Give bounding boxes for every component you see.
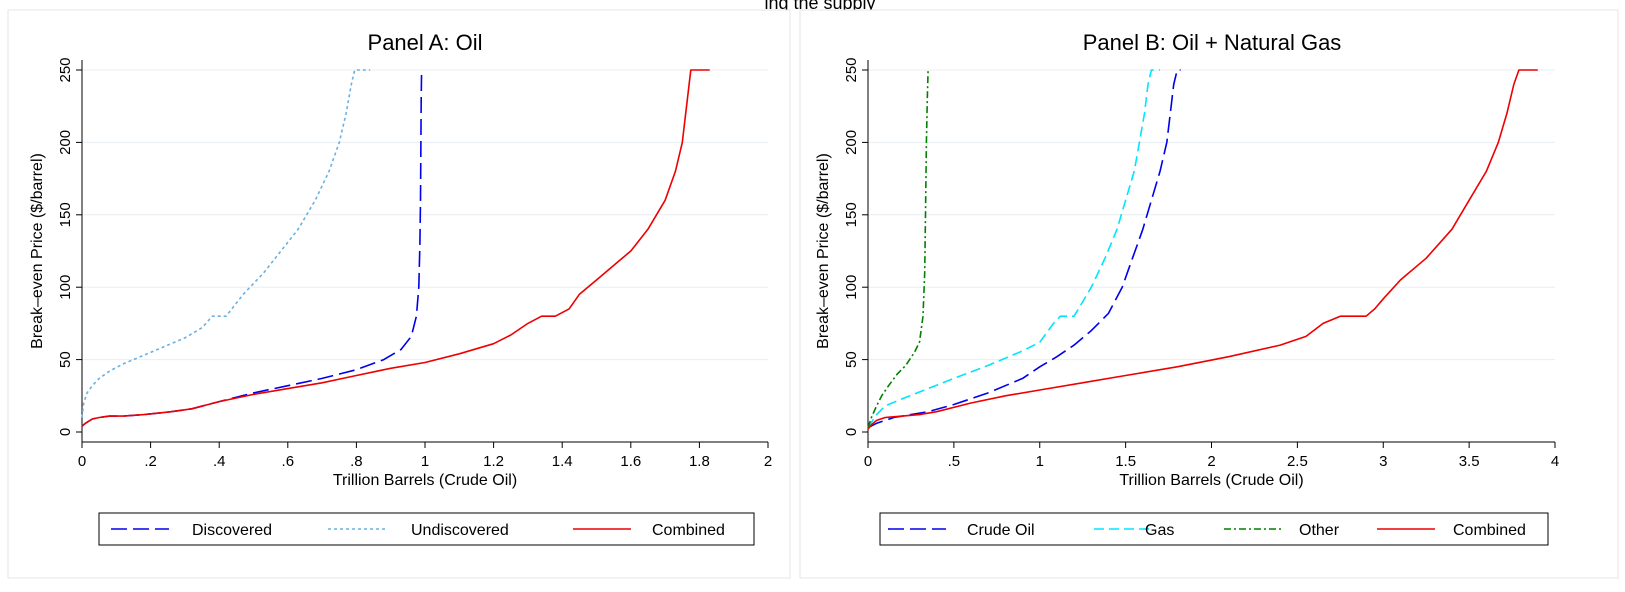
legend-label: Gas xyxy=(1145,522,1174,539)
x-tick-label: .5 xyxy=(948,453,961,470)
y-tick-label: 200 xyxy=(843,130,860,155)
y-tick-label: 0 xyxy=(57,428,74,436)
x-tick-label: 0 xyxy=(864,453,872,470)
x-tick-label: .4 xyxy=(213,453,226,470)
x-axis-title: Trillion Barrels (Crude Oil) xyxy=(333,472,517,489)
x-tick-label: 1.4 xyxy=(552,453,573,470)
x-tick-label: 4 xyxy=(1551,453,1559,470)
x-axis-title: Trillion Barrels (Crude Oil) xyxy=(1119,472,1303,489)
x-tick-label: 3 xyxy=(1379,453,1387,470)
y-tick-label: 250 xyxy=(57,57,74,82)
x-tick-label: .2 xyxy=(144,453,157,470)
y-tick-label: 0 xyxy=(843,428,860,436)
x-tick-label: 1.2 xyxy=(483,453,504,470)
x-tick-label: 1.5 xyxy=(1115,453,1136,470)
x-tick-label: 1.8 xyxy=(689,453,710,470)
legend-label: Other xyxy=(1299,522,1340,539)
legend-label: Combined xyxy=(652,522,725,539)
panel-b: Panel B: Oil + Natural Gas 0 50 100 150 200 25… xyxy=(815,30,1559,546)
series-line-undiscovered xyxy=(81,69,371,418)
x-tick-label: 1 xyxy=(1036,453,1044,470)
panel-b-frame xyxy=(799,9,1619,579)
legend-box xyxy=(98,512,755,546)
legend-label: Undiscovered xyxy=(411,522,509,539)
series-line-crude-oil xyxy=(867,69,1181,429)
series-line-combined xyxy=(81,69,710,427)
series-line-other xyxy=(867,69,929,428)
panel-a: Panel A: Oil 0 50 100 150 200 250 0 .2 .4 .6 .8 1 1.2… xyxy=(29,30,772,546)
chart-title: Panel B: Oil + Natural Gas xyxy=(1083,30,1342,55)
y-tick-label: 100 xyxy=(843,275,860,300)
panel-a-frame xyxy=(7,9,791,579)
legend-label: Discovered xyxy=(192,522,272,539)
x-tick-label: 2 xyxy=(764,453,772,470)
x-tick-label: 1.6 xyxy=(620,453,641,470)
y-axis-title: Break–even Price ($/barrel) xyxy=(29,153,46,349)
x-tick-label: 2.5 xyxy=(1287,453,1308,470)
chart-title: Panel A: Oil xyxy=(368,30,483,55)
x-tick-label: 1 xyxy=(421,453,429,470)
y-tick-label: 150 xyxy=(843,202,860,227)
x-tick-label: 2 xyxy=(1207,453,1215,470)
x-tick-label: 3.5 xyxy=(1459,453,1480,470)
legend-label: Combined xyxy=(1453,522,1526,539)
legend-label: Crude Oil xyxy=(967,522,1035,539)
y-tick-label: 100 xyxy=(57,275,74,300)
x-tick-label: 0 xyxy=(78,453,86,470)
y-tick-label: 150 xyxy=(57,202,74,227)
x-tick-label: .6 xyxy=(282,453,295,470)
y-tick-label: 50 xyxy=(57,351,74,368)
x-tick-label: .8 xyxy=(350,453,363,470)
y-axis-title: Break–even Price ($/barrel) xyxy=(815,153,832,349)
y-tick-label: 200 xyxy=(57,130,74,155)
y-tick-label: 250 xyxy=(843,57,860,82)
series-line-combined xyxy=(867,69,1538,430)
legend-box xyxy=(879,512,1549,546)
y-tick-label: 50 xyxy=(843,351,860,368)
series-line-gas xyxy=(867,69,1160,429)
